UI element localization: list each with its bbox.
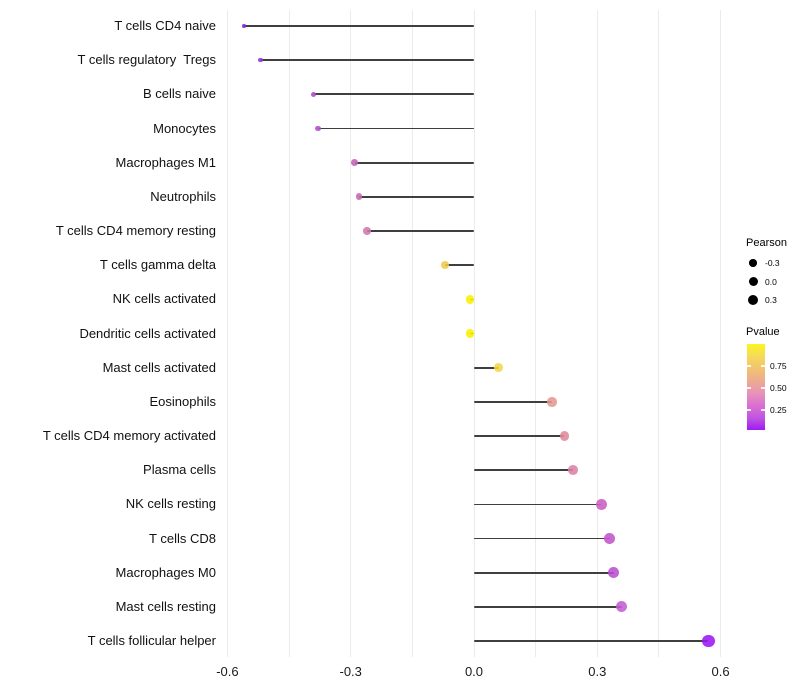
gridline	[288, 10, 290, 657]
lollipop-stem	[260, 59, 474, 61]
size-legend-title: Pearson	[746, 237, 787, 249]
size-legend-dot	[748, 277, 758, 286]
colorbar-tick	[761, 409, 765, 411]
gridline	[658, 10, 660, 657]
data-point-dot	[258, 57, 263, 63]
y-axis-label: Dendritic cells activated	[79, 325, 216, 341]
y-axis-label: Mast cells activated	[102, 359, 216, 375]
y-axis-label: T cells CD4 naive	[114, 18, 216, 33]
y-axis-label: T cells CD8	[149, 530, 216, 546]
y-axis-label: B cells naive	[143, 86, 216, 102]
lollipop-stem	[358, 196, 474, 198]
lollipop-stem	[243, 25, 474, 27]
data-point-dot	[465, 295, 475, 304]
lollipop-stem	[474, 503, 602, 506]
gridline	[720, 10, 722, 657]
x-axis-tick-label: -0.3	[339, 664, 362, 679]
x-axis-tick-label: -0.6	[216, 664, 239, 679]
y-axis-label: T cells gamma delta	[99, 257, 216, 273]
size-legend-dot	[749, 259, 757, 267]
x-axis-tick-label: 0.0	[464, 664, 484, 679]
gridline	[535, 10, 537, 657]
y-axis-label: NK cells activated	[112, 291, 216, 307]
y-axis-label: T cells follicular helper	[87, 633, 216, 649]
data-point-dot	[567, 465, 578, 476]
data-point-dot	[441, 261, 450, 270]
data-point-dot	[616, 601, 628, 613]
lollipop-stem	[474, 469, 573, 472]
y-axis-label: Neutrophils	[150, 188, 216, 204]
x-axis-tick-label: 0.3	[588, 664, 607, 679]
y-axis-label: Macrophages M0	[115, 564, 216, 580]
y-axis-label: T cells CD4 memory activated	[42, 428, 216, 444]
lollipop-stem	[445, 264, 474, 267]
lollipop-stem	[474, 366, 499, 369]
colorbar-tick	[747, 365, 751, 367]
data-point-dot	[314, 125, 321, 132]
lollipop-stem	[474, 435, 565, 437]
x-axis-tick-label: 0.6	[711, 664, 730, 679]
gridline	[350, 10, 352, 657]
data-point-dot	[363, 227, 371, 235]
y-axis-label: Eosinophils	[149, 393, 217, 409]
size-legend-dot	[747, 294, 759, 306]
data-point-dot	[608, 567, 620, 579]
lollipop-stem	[474, 640, 709, 642]
lollipop-stem	[474, 571, 614, 574]
data-point-dot	[310, 91, 317, 98]
gridline	[226, 10, 228, 657]
data-point-dot	[596, 499, 607, 510]
colorbar-label: 0.25	[770, 405, 787, 415]
y-axis-label: NK cells resting	[125, 496, 216, 512]
pvalue-colorbar	[747, 344, 765, 430]
data-point-dot	[494, 363, 504, 373]
lollipop-stem	[354, 161, 474, 164]
size-legend-label: -0.3	[765, 258, 780, 268]
colorbar-tick	[747, 409, 751, 411]
data-point-dot	[547, 397, 557, 407]
data-point-dot	[351, 159, 359, 167]
y-axis-label: T cells regulatory Tregs	[77, 52, 216, 68]
colorbar-tick	[761, 387, 765, 389]
data-point-dot	[465, 329, 475, 338]
lollipop-stem	[317, 127, 474, 130]
data-point-dot	[355, 193, 363, 201]
data-point-dot	[701, 634, 715, 648]
y-axis-label: Macrophages M1	[115, 154, 216, 170]
lollipop-stem	[313, 93, 474, 96]
data-point-dot	[559, 431, 570, 441]
data-point-dot	[604, 533, 616, 544]
colorbar-label: 0.50	[770, 383, 787, 393]
lollipop-stem	[474, 537, 610, 540]
colorbar-tick	[747, 387, 751, 389]
gridline	[596, 10, 598, 657]
colorbar-label: 0.75	[770, 361, 787, 371]
y-axis-label: T cells CD4 memory resting	[55, 223, 216, 239]
gridline	[411, 10, 413, 657]
size-legend-label: 0.0	[765, 276, 777, 287]
y-axis-label: Mast cells resting	[115, 598, 216, 614]
lollipop-stem	[474, 401, 553, 403]
color-legend-title: Pvalue	[746, 326, 780, 338]
lollipop-stem	[367, 230, 474, 232]
data-point-dot	[242, 24, 246, 28]
colorbar-tick	[761, 365, 765, 367]
y-axis-label: Plasma cells	[143, 462, 216, 478]
y-axis-label: Monocytes	[153, 120, 216, 136]
lollipop-stem	[474, 606, 622, 608]
size-legend-label: 0.3	[765, 295, 777, 305]
